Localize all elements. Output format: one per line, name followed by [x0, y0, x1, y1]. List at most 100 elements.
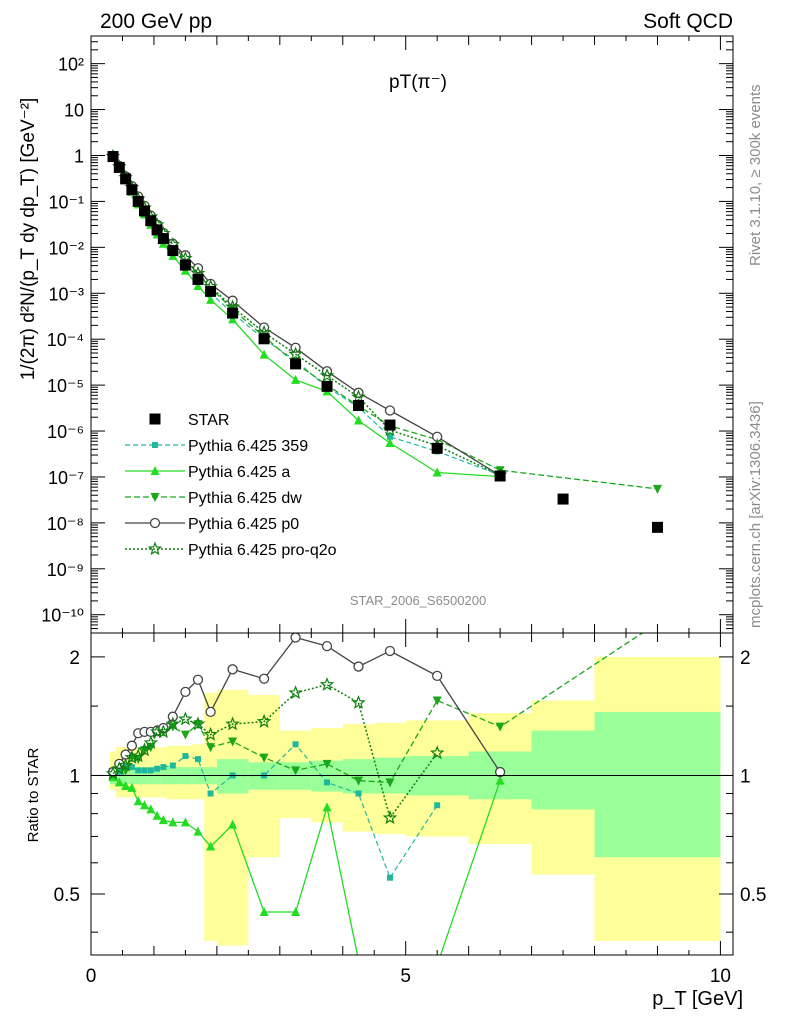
ratio-line-p359 [112, 743, 438, 880]
rivet-version-label: Rivet 3.1.10, ≥ 300k events [747, 84, 764, 266]
ratio-marker-p359 [122, 762, 129, 769]
ratio-marker-proq2o [225, 716, 240, 731]
ratio-y-tick-label-right: 1 [740, 766, 751, 787]
star-data-point [290, 358, 302, 370]
ratio-marker-dw [385, 778, 395, 788]
main-series-layer [105, 148, 663, 533]
ratio-marker-dw [354, 776, 363, 786]
legend-label-p359: Pythia 6.425 359 [188, 438, 308, 455]
star-data-point [431, 442, 443, 454]
ratio-uncertainty-bands [109, 656, 721, 946]
legend-label-a: Pythia 6.425 a [188, 464, 290, 481]
main-series-proq2o [105, 148, 508, 482]
star-data-point [151, 224, 163, 236]
main-line-p0 [112, 155, 501, 477]
ratio-marker-a [180, 817, 190, 827]
legend-entry-dw: Pythia 6.425 dw [125, 490, 302, 507]
ratio-marker-p0 [192, 674, 204, 685]
main-series-star [107, 151, 663, 533]
ratio-marker-p359 [207, 790, 214, 797]
main-marker-p359 [386, 433, 393, 440]
ratio-marker-p0 [432, 670, 443, 682]
star-data-point [205, 285, 217, 297]
ratio-marker-p359 [147, 767, 154, 774]
ratio-marker-dw [432, 696, 442, 706]
ratio-marker-a [206, 841, 216, 851]
main-y-tick-label: 10⁻¹ [48, 192, 84, 212]
x-tick-label: 0 [86, 966, 97, 987]
ratio-marker-a [146, 804, 156, 814]
ratio-marker-p359 [135, 767, 142, 774]
ratio-marker-p359 [154, 765, 161, 772]
main-y-tick-label: 10⁻⁵ [47, 376, 84, 396]
ratio-marker-proq2o [256, 713, 272, 728]
legend-label-proq2o: Pythia 6.425 pro-q2o [188, 542, 337, 559]
star-data-point [384, 419, 396, 431]
ratio-marker-a [114, 777, 124, 787]
header-right-label: Soft QCD [643, 10, 733, 33]
star-data-point [353, 399, 364, 411]
x-tick-label: 10 [710, 966, 731, 987]
ratio-marker-dw [322, 759, 332, 769]
ratio-marker-a [152, 810, 162, 820]
main-y-tick-label: 10⁻⁶ [47, 422, 84, 442]
ratio-marker-p359 [182, 753, 189, 760]
ratio-marker-a [127, 782, 137, 792]
stat-uncertainty-band [594, 711, 721, 858]
star-data-point [145, 215, 157, 227]
main-y-tick-label: 10⁻³ [48, 284, 84, 304]
main-marker-a [206, 294, 216, 304]
star-data-point [139, 205, 150, 217]
main-y-tick-label: 10 [64, 101, 84, 121]
main-line-proq2o [112, 155, 501, 476]
ratio-marker-a [322, 802, 332, 812]
star-data-point [494, 470, 506, 482]
main-y-tick-label: 10⁻⁹ [47, 560, 84, 580]
main-series-p0 [107, 150, 506, 481]
main-y-tick-label: 10⁻⁷ [48, 468, 84, 488]
legend-marker-a [150, 466, 160, 475]
ratio-marker-p0 [180, 686, 191, 698]
total-uncertainty-band [204, 692, 217, 941]
ratio-marker-p359 [169, 762, 176, 769]
ratio-marker-proq2o [288, 685, 303, 700]
ratio-marker-proq2o [124, 749, 140, 764]
ratio-marker-dw [291, 766, 301, 776]
ratio-marker-proq2o [112, 761, 127, 775]
legend-marker-proq2o [147, 541, 163, 556]
star-data-point [120, 173, 132, 185]
ratio-marker-p0 [290, 633, 301, 643]
ratio-y-tick-label-left: 1 [69, 766, 80, 787]
ratio-marker-p359 [292, 741, 299, 748]
ratio-marker-a [140, 800, 149, 810]
ratio-marker-proq2o [137, 742, 152, 757]
ratio-marker-p0 [258, 673, 270, 684]
ratio-marker-dw [495, 722, 505, 732]
ratio-marker-p359 [355, 790, 362, 797]
star-data-point [126, 184, 138, 196]
main-y-tick-label: 1 [74, 146, 84, 166]
ratio-marker-p359 [195, 756, 201, 763]
x-tick-label: 5 [400, 966, 411, 987]
ratio-marker-proq2o [178, 711, 193, 726]
analysis-watermark: STAR_2006_S6500200 [350, 593, 486, 608]
ratio-y-tick-label-right: 2 [740, 648, 751, 669]
star-data-point [321, 380, 333, 392]
ratio-marker-p359 [434, 802, 441, 809]
ratio-marker-proq2o [105, 766, 121, 780]
ratio-marker-p359 [386, 874, 393, 881]
x-axis-label: p_T [GeV] [652, 988, 743, 1010]
mcplots-label: mcplots.cern.ch [arXiv:1306.3436] [747, 401, 764, 628]
main-marker-a [354, 415, 363, 425]
ratio-marker-a [495, 775, 505, 785]
ratio-marker-dw [180, 730, 190, 740]
stat-uncertainty-band [531, 730, 595, 810]
star-data-point [557, 493, 569, 505]
ratio-marker-dw [259, 753, 269, 763]
ratio-y-tick-label-right: 0.5 [740, 885, 766, 906]
ratio-marker-proq2o [429, 745, 445, 760]
legend-marker-dw [150, 493, 160, 502]
star-data-point [651, 521, 663, 533]
ratio-marker-a [193, 826, 203, 836]
main-marker-a [228, 314, 238, 324]
